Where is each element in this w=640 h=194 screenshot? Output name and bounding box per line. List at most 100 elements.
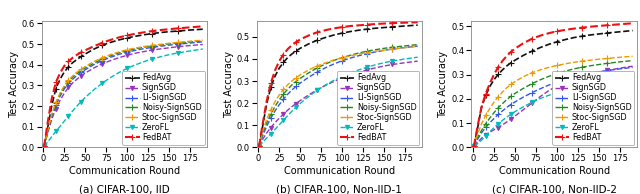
SignSGD — [52, 107, 60, 110]
Stoc-SignSGD — [499, 91, 506, 93]
LI-SignSGD — [173, 43, 181, 45]
SignSGD — [65, 86, 72, 89]
Noisy-SignSGD — [157, 44, 164, 46]
ZeroFL — [186, 50, 194, 52]
ZeroFL — [81, 96, 89, 99]
FedAvg — [140, 34, 148, 36]
FedAvg — [173, 30, 181, 32]
ZeroFL — [401, 58, 409, 60]
Stoc-SignSGD — [107, 54, 115, 56]
SignSGD — [98, 63, 106, 65]
FedBAT — [380, 22, 388, 25]
SignSGD — [313, 89, 321, 91]
Noisy-SignSGD — [520, 87, 527, 89]
Stoc-SignSGD — [330, 59, 337, 61]
FedBAT — [372, 23, 380, 25]
Noisy-SignSGD — [347, 54, 355, 56]
ZeroFL — [288, 110, 296, 113]
Noisy-SignSGD — [98, 58, 106, 60]
Line: LI-SignSGD: LI-SignSGD — [470, 64, 636, 150]
Line: FedBAT: FedBAT — [41, 23, 206, 150]
LI-SignSGD — [69, 78, 77, 80]
SignSGD — [545, 90, 552, 92]
Stoc-SignSGD — [77, 68, 85, 70]
Stoc-SignSGD — [280, 88, 287, 91]
FedAvg — [495, 73, 502, 75]
Noisy-SignSGD — [107, 55, 115, 57]
Stoc-SignSGD — [292, 77, 300, 79]
FedBAT — [284, 48, 291, 50]
FedAvg — [604, 32, 611, 34]
LI-SignSGD — [40, 145, 48, 148]
ZeroFL — [124, 67, 131, 69]
Line: Stoc-SignSGD: Stoc-SignSGD — [470, 53, 636, 150]
FedBAT — [73, 54, 81, 56]
ZeroFL — [520, 106, 527, 108]
FedAvg — [313, 39, 321, 42]
Stoc-SignSGD — [40, 145, 48, 148]
LI-SignSGD — [474, 139, 481, 141]
Noisy-SignSGD — [280, 93, 287, 95]
FedBAT — [604, 24, 611, 26]
FedBAT — [115, 36, 123, 39]
FedBAT — [148, 30, 156, 32]
ZeroFL — [579, 85, 586, 88]
Stoc-SignSGD — [259, 131, 266, 133]
ZeroFL — [595, 83, 603, 85]
LI-SignSGD — [140, 48, 148, 50]
LI-SignSGD — [259, 135, 266, 138]
Stoc-SignSGD — [81, 65, 89, 68]
FedBAT — [313, 31, 321, 34]
FedBAT — [553, 30, 561, 32]
Noisy-SignSGD — [628, 60, 636, 62]
ZeroFL — [507, 113, 515, 115]
FedAvg — [305, 43, 312, 45]
X-axis label: Communication Round: Communication Round — [499, 166, 610, 176]
Stoc-SignSGD — [380, 49, 388, 51]
Stoc-SignSGD — [296, 74, 304, 76]
Line: Stoc-SignSGD: Stoc-SignSGD — [255, 43, 421, 150]
FedAvg — [414, 24, 422, 26]
FedAvg — [503, 65, 511, 67]
LI-SignSGD — [330, 63, 337, 65]
Line: ZeroFL: ZeroFL — [472, 78, 635, 148]
ZeroFL — [553, 92, 561, 94]
SignSGD — [157, 48, 164, 50]
ZeroFL — [474, 143, 481, 145]
Stoc-SignSGD — [115, 51, 123, 53]
Stoc-SignSGD — [528, 72, 536, 74]
SignSGD — [296, 99, 304, 102]
FedAvg — [380, 26, 388, 29]
ZeroFL — [570, 87, 578, 89]
Stoc-SignSGD — [347, 55, 355, 57]
ZeroFL — [284, 115, 291, 117]
LI-SignSGD — [388, 48, 396, 50]
Stoc-SignSGD — [511, 80, 519, 83]
Stoc-SignSGD — [388, 48, 396, 50]
SignSGD — [140, 50, 148, 53]
FedBAT — [81, 49, 89, 51]
SignSGD — [271, 121, 279, 124]
ZeroFL — [528, 101, 536, 104]
Noisy-SignSGD — [364, 50, 371, 52]
ZeroFL — [56, 125, 64, 127]
FedBAT — [107, 39, 115, 41]
LI-SignSGD — [267, 117, 275, 119]
Noisy-SignSGD — [40, 145, 48, 148]
FedBAT — [628, 22, 636, 24]
Line: FedAvg: FedAvg — [255, 22, 421, 150]
LI-SignSGD — [321, 67, 329, 69]
LI-SignSGD — [44, 132, 51, 134]
FedBAT — [579, 27, 586, 29]
Noisy-SignSGD — [616, 61, 624, 63]
Stoc-SignSGD — [401, 47, 409, 49]
Line: LI-SignSGD: LI-SignSGD — [41, 38, 206, 150]
LI-SignSGD — [56, 95, 64, 97]
FedBAT — [570, 28, 578, 30]
ZeroFL — [255, 145, 263, 147]
ZeroFL — [482, 135, 490, 137]
LI-SignSGD — [275, 104, 283, 106]
ZeroFL — [339, 75, 346, 78]
Stoc-SignSGD — [616, 56, 624, 58]
LI-SignSGD — [313, 71, 321, 73]
